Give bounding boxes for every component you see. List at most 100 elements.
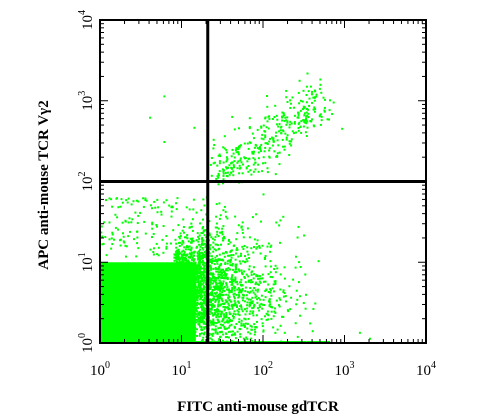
- data-point: [110, 237, 113, 240]
- data-point: [225, 269, 227, 272]
- data-point: [234, 337, 237, 340]
- data-point: [299, 109, 302, 112]
- data-point: [230, 254, 233, 257]
- data-point: [248, 127, 251, 130]
- data-point: [176, 287, 179, 290]
- data-point: [251, 281, 254, 284]
- data-point: [180, 299, 183, 302]
- data-point: [278, 304, 280, 307]
- data-point: [245, 273, 248, 276]
- data-point: [255, 314, 258, 317]
- data-point: [214, 313, 217, 316]
- data-point: [198, 272, 200, 275]
- data-point: [230, 162, 232, 165]
- data-point: [248, 291, 251, 294]
- data-point: [192, 287, 195, 290]
- data-point: [184, 293, 187, 296]
- data-point: [123, 241, 126, 244]
- data-point: [248, 301, 251, 304]
- data-point: [201, 267, 204, 270]
- data-point: [243, 142, 246, 145]
- data-point: [198, 269, 201, 272]
- data-point: [296, 335, 299, 338]
- data-point: [194, 302, 197, 305]
- data-point: [261, 307, 264, 310]
- data-point: [215, 243, 218, 246]
- data-point: [239, 281, 242, 284]
- data-point: [233, 160, 236, 163]
- y-tick-label: 101: [77, 252, 96, 272]
- data-point: [230, 300, 233, 303]
- data-point: [129, 230, 131, 233]
- data-point: [176, 274, 179, 277]
- data-point: [113, 238, 115, 241]
- data-point: [184, 299, 187, 302]
- data-point: [183, 300, 186, 303]
- data-point: [205, 299, 208, 302]
- data-point: [254, 143, 257, 146]
- data-point: [237, 146, 240, 148]
- data-point: [250, 273, 253, 276]
- data-point: [247, 298, 250, 301]
- data-point: [187, 248, 190, 251]
- data-point: [257, 297, 260, 300]
- data-point: [225, 320, 228, 323]
- data-point: [201, 257, 204, 259]
- data-point: [278, 151, 281, 154]
- data-point: [305, 293, 307, 296]
- data-point: [295, 131, 298, 134]
- data-point: [265, 318, 268, 321]
- data-point: [203, 301, 206, 304]
- data-point: [199, 325, 201, 328]
- data-point: [209, 244, 212, 247]
- data-point: [111, 231, 114, 234]
- data-point: [276, 152, 279, 155]
- data-point: [232, 285, 235, 288]
- data-point: [175, 246, 178, 249]
- data-point: [283, 148, 286, 151]
- data-point: [179, 290, 182, 292]
- data-point: [184, 291, 186, 294]
- data-point: [305, 119, 308, 122]
- data-point: [255, 281, 257, 284]
- data-point: [261, 303, 264, 306]
- data-point: [174, 250, 177, 253]
- data-point: [238, 328, 241, 331]
- data-point: [181, 286, 184, 289]
- data-point: [303, 106, 306, 109]
- data-point: [243, 326, 246, 328]
- data-point: [174, 293, 177, 296]
- data-point: [218, 315, 220, 318]
- data-point: [173, 278, 176, 281]
- data-point: [218, 253, 221, 256]
- data-point: [178, 288, 181, 291]
- data-point: [189, 294, 192, 297]
- data-point: [230, 277, 233, 280]
- data-point: [178, 256, 181, 259]
- data-point: [233, 165, 235, 168]
- data-point: [249, 169, 252, 172]
- data-point: [202, 239, 205, 242]
- data-point: [144, 232, 147, 235]
- data-point: [270, 310, 273, 313]
- data-point: [193, 327, 195, 330]
- data-point: [173, 259, 176, 262]
- data-point: [214, 277, 217, 279]
- data-point: [190, 290, 193, 293]
- data-point: [216, 298, 219, 301]
- data-point: [262, 329, 265, 332]
- data-point: [257, 170, 260, 173]
- data-point: [192, 260, 195, 263]
- data-point: [165, 235, 168, 237]
- data-point: [203, 279, 206, 282]
- data-point: [153, 247, 155, 250]
- data-point: [235, 147, 238, 150]
- x-tick-labels: 100 101 102 103 104: [90, 360, 436, 379]
- data-point: [234, 313, 237, 316]
- data-point: [120, 198, 123, 201]
- data-point: [229, 318, 232, 321]
- data-point: [197, 320, 200, 323]
- data-point: [178, 259, 181, 262]
- data-point: [208, 220, 211, 223]
- data-point: [307, 108, 309, 111]
